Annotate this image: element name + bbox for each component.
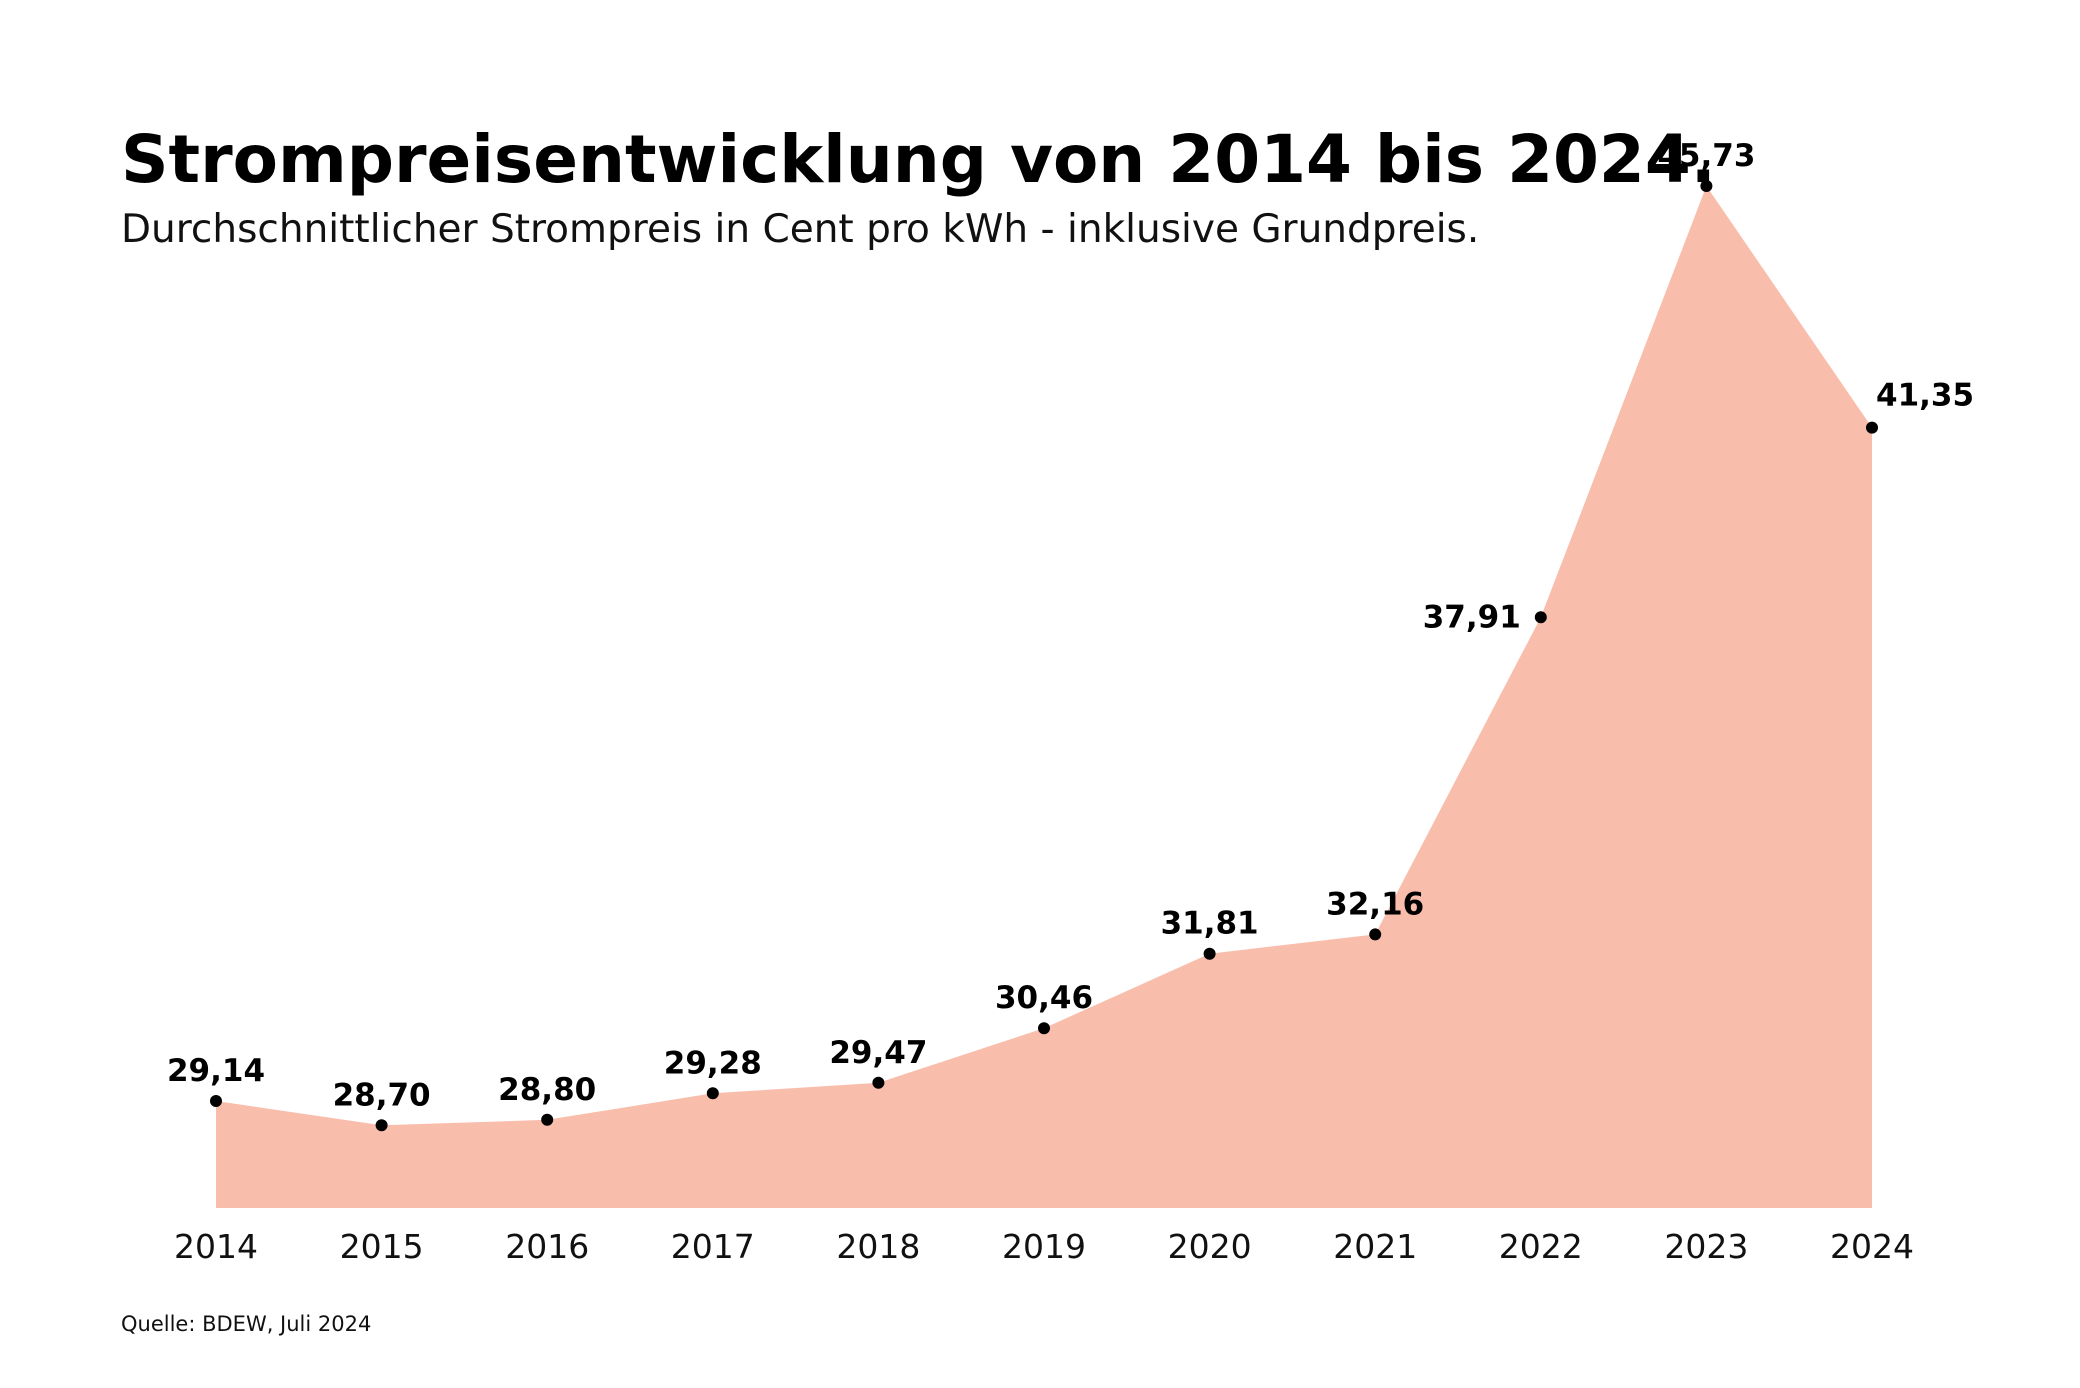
data-point-2020 bbox=[1203, 947, 1216, 960]
value-label-2024: 41,35 bbox=[1876, 378, 1974, 414]
data-point-2024 bbox=[1866, 421, 1878, 434]
year-label-2017: 2017 bbox=[671, 1227, 755, 1266]
year-label-2015: 2015 bbox=[340, 1227, 424, 1266]
value-label-2021: 32,16 bbox=[1326, 886, 1424, 922]
value-label-2019: 30,46 bbox=[995, 980, 1093, 1016]
data-point-2015 bbox=[375, 1119, 388, 1132]
data-point-2022 bbox=[1534, 611, 1547, 624]
year-label-2024: 2024 bbox=[1830, 1227, 1914, 1266]
value-labels: 29,14 28,70 28,80 29,28 29,47 30,46 31,81 32,16… bbox=[167, 138, 1974, 1113]
value-label-2016: 28,80 bbox=[498, 1072, 596, 1108]
value-label-2014: 29,14 bbox=[167, 1053, 265, 1089]
value-label-2018: 29,47 bbox=[829, 1035, 927, 1071]
data-markers bbox=[210, 180, 1878, 1132]
x-axis-tick-labels: 2014 2015 2016 2017 2018 2019 2020 2021 2022 2023… bbox=[174, 1227, 1914, 1266]
source-note: Quelle: BDEW, Juli 2024 bbox=[121, 1312, 372, 1336]
data-point-2017 bbox=[706, 1087, 719, 1100]
value-label-2023: 45,73 bbox=[1657, 138, 1755, 174]
year-label-2022: 2022 bbox=[1499, 1227, 1583, 1266]
year-label-2020: 2020 bbox=[1168, 1227, 1252, 1266]
value-label-2022: 37,91 bbox=[1423, 599, 1521, 635]
data-point-2021 bbox=[1369, 928, 1382, 941]
value-label-2015: 28,70 bbox=[333, 1077, 431, 1113]
chart-title: Strompreisentwicklung von 2014 bis 2024. bbox=[121, 121, 1716, 198]
chart-subtitle: Durchschnittlicher Strompreis in Cent pr… bbox=[121, 207, 1480, 252]
year-label-2018: 2018 bbox=[836, 1227, 920, 1266]
price-area bbox=[216, 186, 1872, 1208]
year-label-2019: 2019 bbox=[1002, 1227, 1086, 1266]
data-point-2014 bbox=[210, 1095, 222, 1108]
year-label-2023: 2023 bbox=[1664, 1227, 1748, 1266]
year-label-2016: 2016 bbox=[505, 1227, 589, 1266]
year-label-2014: 2014 bbox=[174, 1227, 258, 1266]
data-point-2019 bbox=[1038, 1022, 1050, 1035]
value-label-2020: 31,81 bbox=[1161, 906, 1259, 942]
data-point-2023 bbox=[1700, 180, 1713, 192]
data-point-2016 bbox=[541, 1113, 554, 1126]
year-label-2021: 2021 bbox=[1333, 1227, 1417, 1266]
value-label-2017: 29,28 bbox=[664, 1045, 762, 1081]
data-point-2018 bbox=[872, 1076, 885, 1089]
